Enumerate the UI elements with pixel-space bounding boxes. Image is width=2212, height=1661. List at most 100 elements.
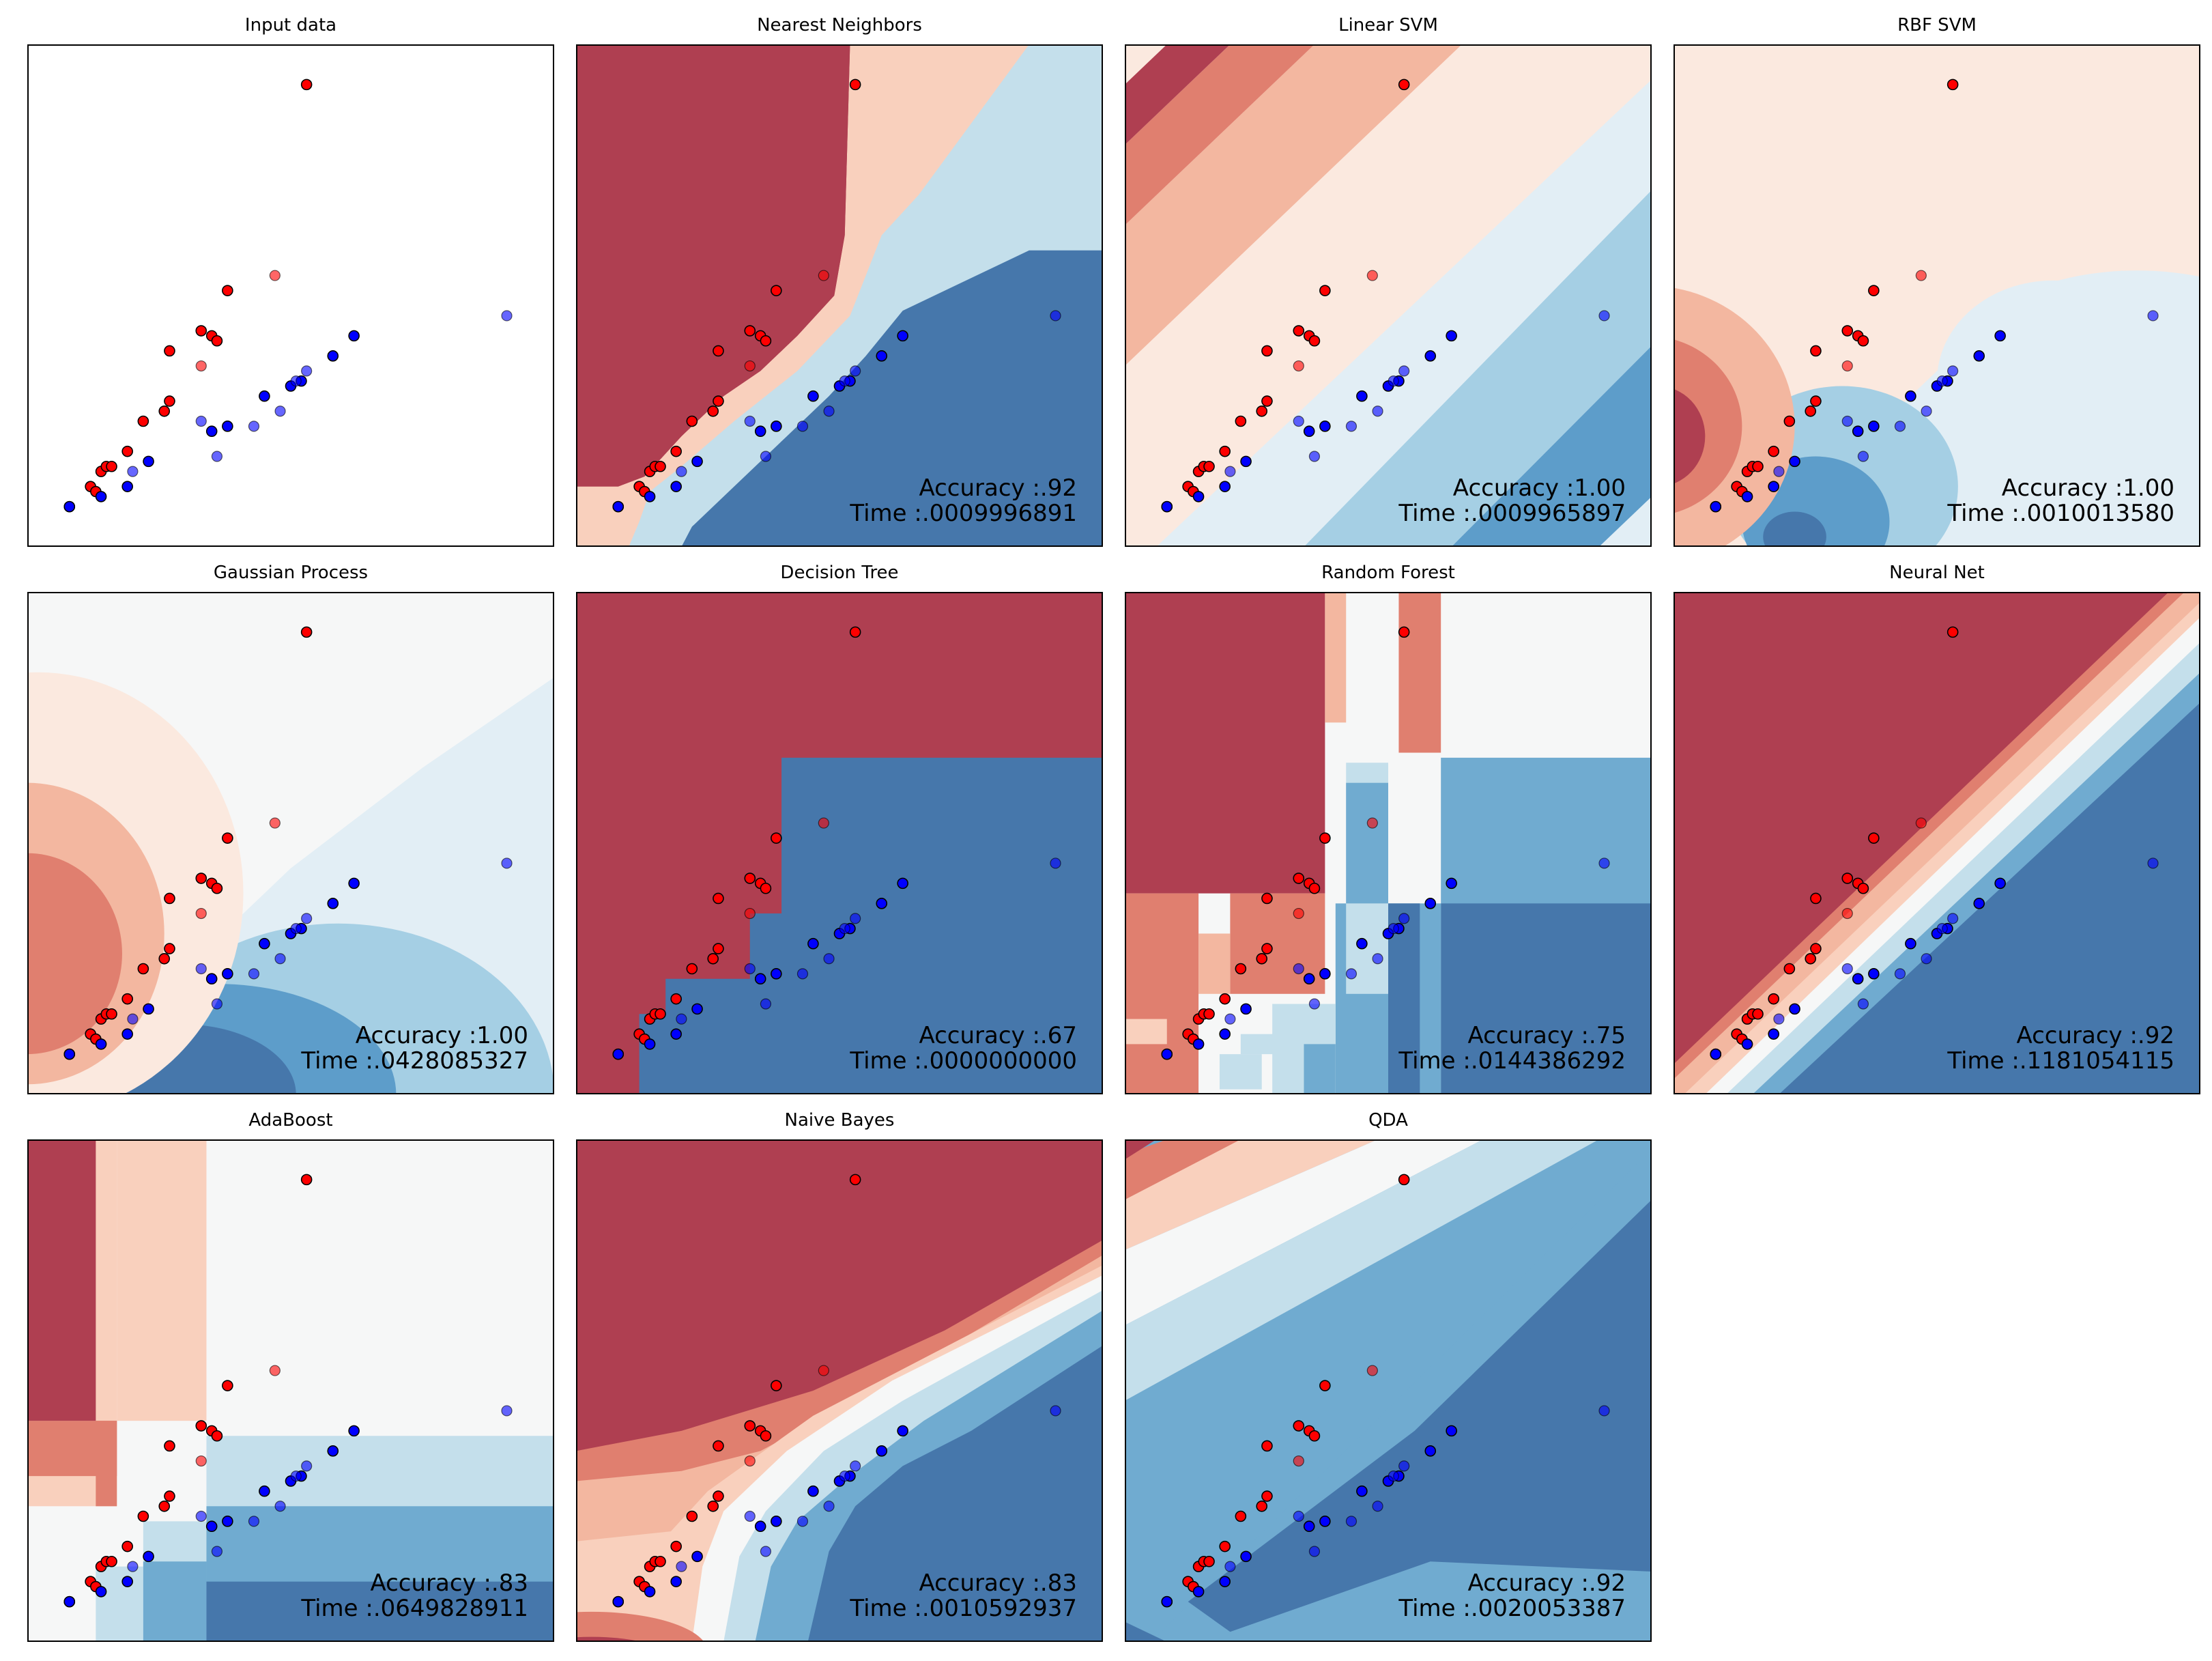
time-label: Time :.0428085327 xyxy=(301,1047,528,1075)
score-text: Accuracy :1.00 Time :.0009965897 xyxy=(1398,476,1626,526)
train-point-blue xyxy=(1219,1576,1231,1587)
train-point-red xyxy=(771,832,782,844)
accuracy-label: Accuracy :.92 xyxy=(1467,1570,1626,1597)
test-point-blue xyxy=(2147,310,2159,322)
classifier-panel: RBF SVM Accuracy :1.00 Time :.0010013580 xyxy=(1674,15,2200,547)
train-point-red xyxy=(1783,415,1796,427)
train-point-blue xyxy=(897,877,908,890)
train-point-blue xyxy=(771,1516,782,1527)
train-point-blue xyxy=(1161,500,1173,513)
test-point-blue xyxy=(1224,1561,1236,1572)
train-point-blue xyxy=(1994,877,2006,890)
train-point-red xyxy=(1398,626,1410,638)
train-point-red xyxy=(655,1555,666,1567)
train-point-red xyxy=(744,1420,756,1432)
test-point-blue xyxy=(744,1510,756,1522)
panel-title: Nearest Neighbors xyxy=(757,15,922,36)
data-points xyxy=(612,79,1061,513)
train-point-blue xyxy=(1192,1586,1205,1598)
train-point-red xyxy=(1235,415,1247,427)
test-point-blue xyxy=(301,365,313,377)
plot-area: Accuracy :.83 Time :.0010592937 xyxy=(576,1139,1103,1642)
test-point-blue xyxy=(1308,1546,1321,1557)
panel-title: Random Forest xyxy=(1321,563,1455,583)
test-point-red xyxy=(1366,270,1378,281)
train-point-blue xyxy=(876,350,888,362)
train-point-red xyxy=(655,1008,666,1020)
test-point-blue xyxy=(1293,1510,1304,1522)
test-point-blue xyxy=(1894,421,1906,432)
train-point-blue xyxy=(1319,1516,1331,1527)
test-point-blue xyxy=(290,923,302,935)
test-point-red xyxy=(1366,817,1378,829)
test-point-blue xyxy=(1936,923,1948,935)
train-point-blue xyxy=(1446,330,1457,342)
train-point-blue xyxy=(1240,455,1252,468)
classifier-panel: Gaussian Process Accuracy :1.00 Time :.042… xyxy=(27,563,554,1094)
train-point-blue xyxy=(95,491,107,502)
train-point-red xyxy=(158,1500,171,1512)
train-point-red xyxy=(1398,79,1410,91)
train-point-red xyxy=(686,963,698,975)
test-point-blue xyxy=(127,1013,139,1025)
test-point-blue xyxy=(1345,1516,1358,1527)
train-point-red xyxy=(137,963,149,975)
train-point-red xyxy=(1768,993,1779,1005)
train-point-red xyxy=(195,872,207,884)
plot-area: Accuracy :1.00 Time :.0428085327 xyxy=(27,592,554,1094)
test-point-blue xyxy=(1598,1405,1610,1417)
train-point-blue xyxy=(1973,350,1985,362)
test-point-blue xyxy=(1345,421,1358,432)
train-point-red xyxy=(164,943,175,954)
train-point-blue xyxy=(63,1595,76,1608)
train-point-blue xyxy=(1192,1038,1205,1050)
train-point-red xyxy=(106,1008,117,1020)
test-point-blue xyxy=(823,953,835,965)
train-point-blue xyxy=(143,1550,154,1563)
train-point-blue xyxy=(1852,973,1864,985)
plot-area: Accuracy :.92 Time :.0009996891 xyxy=(576,44,1103,547)
panel-title: Decision Tree xyxy=(780,563,899,583)
train-point-red xyxy=(1235,963,1247,975)
classifier-panel: Naive Bayes Accuracy :.83 Time :.001059293… xyxy=(576,1110,1103,1642)
test-point-blue xyxy=(1050,310,1061,322)
train-point-blue xyxy=(644,1586,656,1598)
train-point-red xyxy=(713,395,724,407)
test-point-blue xyxy=(301,1460,313,1472)
train-point-blue xyxy=(121,1028,133,1040)
train-point-blue xyxy=(754,973,766,985)
classifier-panel: Random Forest Accuracy :.75 Time :.0144386… xyxy=(1125,563,1652,1094)
train-point-red xyxy=(1810,892,1822,905)
train-point-red xyxy=(300,79,313,91)
data-points xyxy=(1161,626,1610,1060)
test-point-blue xyxy=(1345,968,1358,980)
data-points xyxy=(63,626,513,1060)
train-point-red xyxy=(707,405,719,417)
time-label: Time :.1181054115 xyxy=(1947,1047,2174,1075)
test-point-blue xyxy=(796,1516,809,1527)
train-point-red xyxy=(1868,832,1880,844)
train-point-red xyxy=(300,626,313,638)
test-point-blue xyxy=(1293,963,1304,975)
data-points xyxy=(1710,79,2159,513)
test-point-blue xyxy=(823,406,835,417)
test-point-blue xyxy=(760,451,772,462)
test-point-blue xyxy=(1293,415,1304,427)
train-point-blue xyxy=(222,1516,233,1527)
train-point-blue xyxy=(348,877,360,890)
test-point-blue xyxy=(1224,1013,1236,1025)
train-point-blue xyxy=(95,1038,107,1050)
time-label: Time :.0009965897 xyxy=(1398,500,1626,527)
decision-regions xyxy=(1674,592,2200,1094)
train-point-red xyxy=(760,882,772,894)
classifier-panel: Input data xyxy=(27,15,554,547)
accuracy-label: Accuracy :.75 xyxy=(1467,1022,1626,1049)
test-point-blue xyxy=(1936,375,1948,387)
train-point-red xyxy=(1256,952,1268,965)
train-point-blue xyxy=(897,1425,908,1437)
test-point-blue xyxy=(1388,923,1399,935)
train-point-red xyxy=(1857,882,1869,894)
train-point-blue xyxy=(876,1445,888,1457)
train-point-blue xyxy=(1319,421,1331,432)
train-point-red xyxy=(1293,325,1305,337)
